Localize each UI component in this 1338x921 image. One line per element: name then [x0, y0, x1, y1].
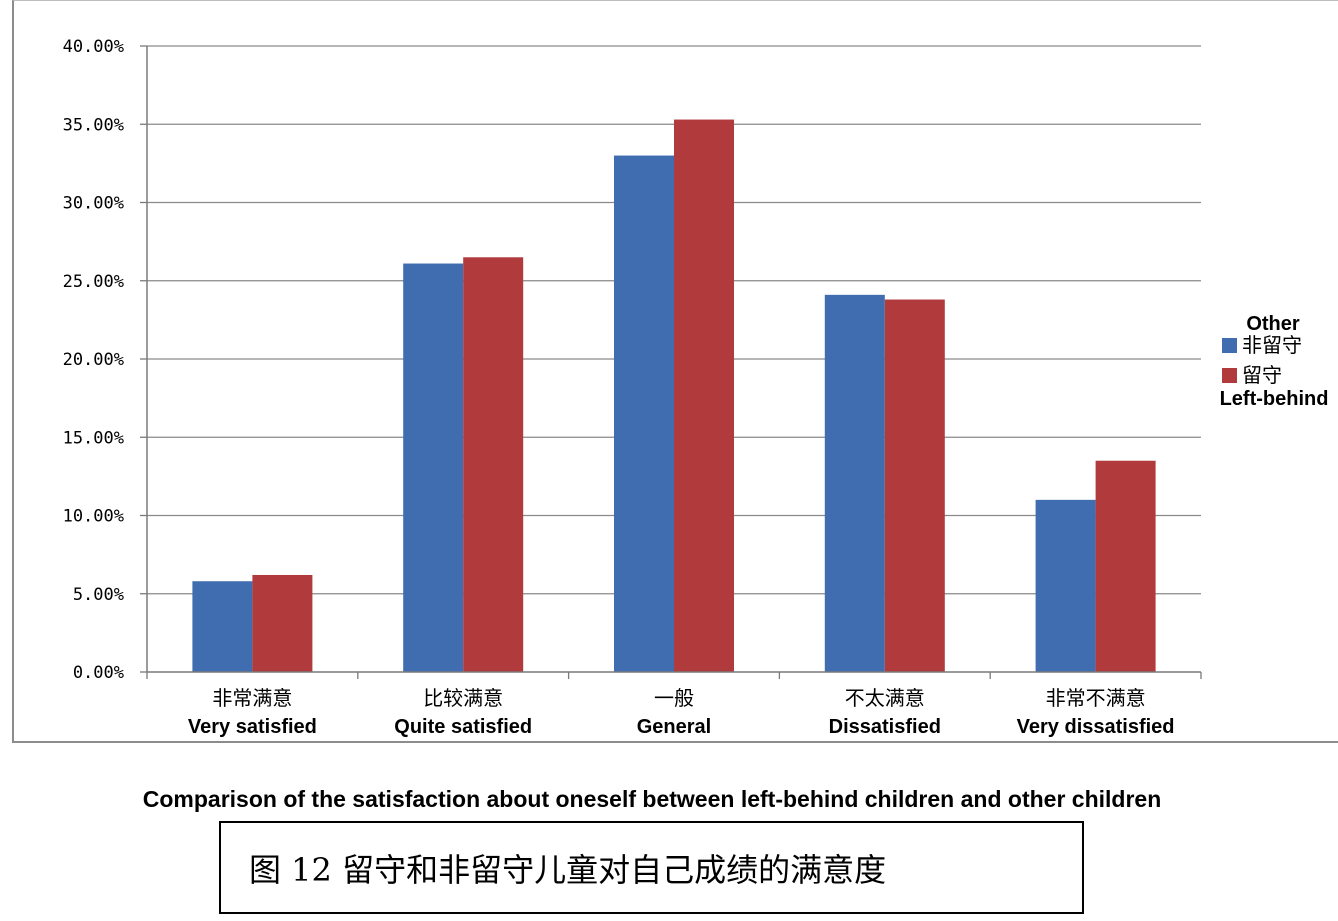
bar-chart: 0.00% 5.00% 10.00% 15.00% 20.00% 25.00% 30.00%…: [63, 37, 1329, 738]
bar-left-behind: [884, 299, 945, 672]
y-tick-label: 40.00%: [63, 37, 124, 57]
x-category-label-en: Very dissatisfied: [1017, 716, 1175, 738]
legend-label-cn: 非留守: [1242, 333, 1302, 357]
x-category-label-cn: 非常满意: [212, 686, 292, 710]
bar-other: [824, 294, 885, 672]
bars: [192, 119, 1156, 673]
bar-left-behind: [463, 257, 524, 672]
figure-caption-box: 图 12 留守和非留守儿童对自己成绩的满意度: [219, 821, 1084, 914]
x-category-label-en: Very satisfied: [188, 716, 317, 738]
x-category-label-en: Dissatisfied: [829, 716, 941, 738]
x-category-label-cn: 不太满意: [845, 686, 925, 710]
bar-other: [1035, 499, 1096, 672]
labels: 0.00% 5.00% 10.00% 15.00% 20.00% 25.00% 30.00%…: [63, 37, 1175, 738]
y-tick-label: 20.00%: [63, 350, 124, 370]
bar-left-behind: [1095, 460, 1156, 672]
figure-caption-chinese: 图 12 留守和非留守儿童对自己成绩的满意度: [249, 850, 887, 889]
bar-other: [403, 263, 464, 672]
y-tick-label: 35.00%: [63, 115, 124, 135]
y-tick-label: 25.00%: [63, 272, 124, 292]
y-tick-label: 0.00%: [73, 663, 124, 683]
bar-other: [614, 155, 674, 673]
x-category-label-en: Quite satisfied: [394, 716, 532, 738]
bar-left-behind: [252, 574, 313, 672]
chart-title-english: Comparison of the satisfaction about one…: [142, 786, 1162, 812]
legend-swatch: [1222, 338, 1237, 353]
x-category-label-cn: 非常不满意: [1046, 686, 1146, 710]
legend-label-en: Left-behind: [1220, 388, 1329, 410]
y-tick-label: 10.00%: [63, 507, 124, 527]
legend-label-cn: 留守: [1242, 363, 1282, 387]
x-category-label-en: General: [637, 716, 711, 738]
legend-label-en: Other: [1246, 313, 1300, 335]
bar-other: [192, 581, 253, 672]
y-tick-label: 5.00%: [73, 585, 124, 605]
y-tick-label: 15.00%: [63, 428, 124, 448]
axes: [140, 45, 1202, 679]
bar-left-behind: [674, 119, 734, 673]
chart-frame: [12, 0, 1338, 743]
legend-swatch: [1222, 368, 1237, 383]
x-category-label-cn: 比较满意: [423, 686, 503, 710]
x-category-label-cn: 一般: [654, 686, 694, 710]
y-tick-label: 30.00%: [63, 194, 124, 214]
